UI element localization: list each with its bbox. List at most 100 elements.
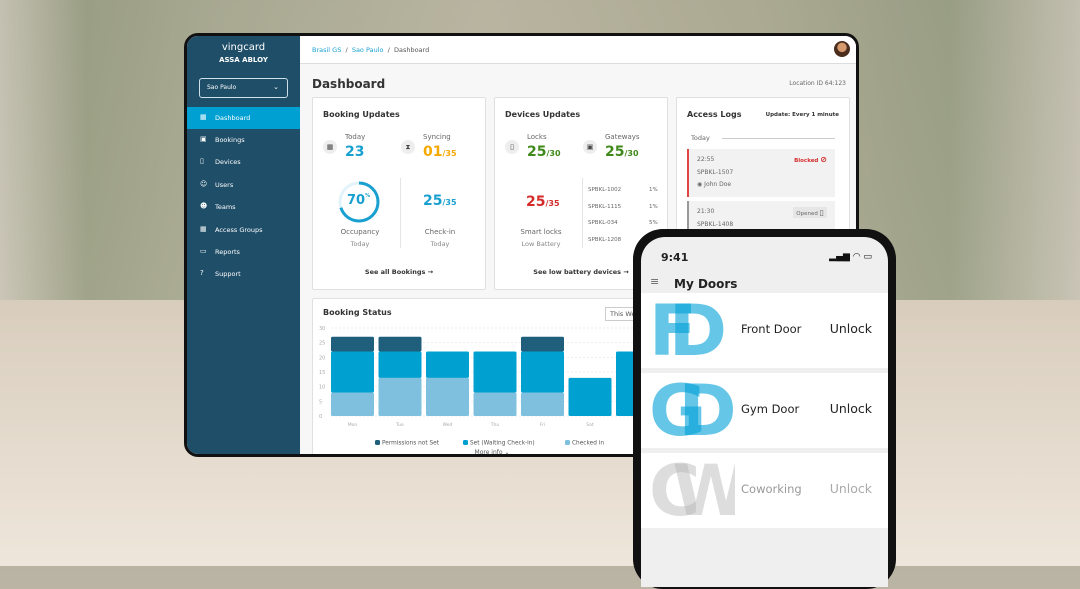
bar-segment	[378, 351, 422, 378]
access-groups-icon: ▦	[200, 225, 207, 233]
menu-icon[interactable]: ≡	[650, 275, 660, 288]
today-label: Today	[345, 133, 366, 141]
y-tick-label: 5	[319, 399, 322, 405]
x-tick-label: Wed	[443, 422, 453, 428]
legend-label: Permissions not Set	[382, 441, 440, 447]
sidebar-item-label: Devices	[215, 158, 241, 166]
screen-title: My Doors	[674, 277, 738, 291]
checkin-sub: Today	[430, 240, 450, 248]
sidebar-item-support[interactable]: ? Support	[187, 263, 300, 285]
update-interval: Update: Every 1 minute	[765, 112, 839, 118]
y-tick-label: 10	[319, 385, 325, 391]
door-icon: ▯	[200, 157, 204, 165]
grid-icon: ▦	[200, 113, 207, 121]
phone-screen: 9:41 ▂▄▆ ◠ ▭ ≡ My Doors FD Front Door Un…	[641, 237, 888, 587]
breadcrumb-current: Dashboard	[393, 46, 430, 54]
occupancy-sub: Today	[350, 240, 370, 248]
occupancy-label: Occupancy	[340, 228, 380, 236]
sidebar-item-label: Bookings	[215, 136, 245, 144]
sidebar-item-reports[interactable]: ▭ Reports	[187, 241, 300, 263]
unlock-button[interactable]: Unlock	[829, 481, 872, 496]
breadcrumb: Brasil GS / Sao Paulo / Dashboard	[300, 36, 856, 64]
bar-segment	[521, 392, 564, 416]
bar-segment	[426, 351, 469, 378]
unlock-button[interactable]: Unlock	[829, 321, 872, 336]
breadcrumb-link[interactable]: Sao Paulo	[351, 46, 384, 54]
card-title: Booking Status	[323, 308, 392, 317]
door-item[interactable]: GD Gym Door Unlock	[641, 373, 888, 448]
avatar[interactable]	[834, 41, 850, 57]
help-icon: ?	[200, 269, 204, 277]
log-device: SPBKL-1507	[697, 169, 734, 176]
smart-locks-sub: Low Battery	[521, 240, 561, 248]
location-value: Sao Paulo	[207, 84, 237, 91]
hourglass-icon: ⧗	[401, 140, 415, 154]
checkin-total: /35	[442, 198, 457, 207]
bar-segment	[378, 377, 422, 416]
syncing-total: /35	[442, 149, 457, 158]
battery-device-id: SPBKL-1002	[588, 187, 622, 193]
sidebar-item-users[interactable]: ☺ Users	[187, 174, 300, 196]
today-value: 23	[345, 144, 365, 160]
checkin-value: 25	[423, 193, 443, 209]
door-name: Gym Door	[741, 402, 800, 416]
legend-label: Checked in	[572, 441, 604, 447]
calendar-icon: ▣	[200, 135, 207, 143]
sidebar-item-dashboard[interactable]: ▦ Dashboard	[187, 107, 300, 129]
door-item-disabled[interactable]: CW Coworking Unlock	[641, 453, 888, 528]
sidebar-item-access-groups[interactable]: ▦ Access Groups	[187, 219, 300, 241]
card-title: Devices Updates	[505, 110, 581, 119]
battery-pct: 1%	[649, 204, 658, 210]
door-open-icon: ▯	[819, 208, 824, 217]
x-tick-label: Sat	[586, 422, 594, 428]
breadcrumb-link[interactable]: Brasil GS	[312, 46, 342, 54]
team-icon: ☻	[200, 202, 208, 210]
occupancy-ring	[338, 181, 380, 223]
locks-total: /30	[546, 149, 561, 158]
log-device: SPBKL-1408	[697, 221, 734, 228]
bar-segment	[331, 392, 374, 416]
see-low-battery-link[interactable]: See low battery devices →	[533, 268, 629, 276]
booking-status-chart: 051015202530MonTueWedThuFriSatSunPermiss…	[319, 326, 673, 447]
bar-segment	[378, 336, 422, 352]
blocked-icon: ⊘	[820, 155, 827, 164]
y-tick-label: 15	[319, 370, 325, 376]
occupancy-value: 70	[347, 193, 366, 208]
bar-segment	[473, 351, 517, 393]
sidebar-item-label: Reports	[215, 248, 240, 256]
bar-segment	[521, 351, 564, 393]
logo-sub: ASSA ABLOY	[219, 56, 268, 64]
sidebar-item-devices[interactable]: ▯ Devices	[187, 151, 300, 173]
user-icon: ☺	[200, 180, 208, 188]
sidebar-item-bookings[interactable]: ▣ Bookings	[187, 129, 300, 151]
sidebar: vingcard ASSA ABLOY Sao Paulo ⌄ ▦ Dashboar…	[187, 36, 300, 454]
bar-segment	[331, 351, 374, 393]
divider	[582, 178, 583, 248]
status-time: 9:41	[661, 251, 689, 264]
y-tick-label: 20	[319, 355, 325, 361]
more-info-link[interactable]: More info ⌄	[474, 449, 510, 456]
log-user: John Doe	[704, 181, 732, 188]
sidebar-item-label: Users	[215, 181, 234, 189]
battery-device-id: SPBKL-034	[588, 220, 618, 226]
battery-pct: 1%	[649, 187, 658, 193]
locks-label: Locks	[527, 133, 547, 141]
x-tick-label: Thu	[490, 422, 500, 428]
log-status: Blocked	[794, 158, 819, 164]
door-name: Front Door	[741, 322, 802, 336]
unlock-button[interactable]: Unlock	[829, 401, 872, 416]
gateways-value: 25	[605, 144, 625, 160]
see-all-bookings-link[interactable]: See all Bookings →	[364, 268, 434, 276]
calendar-icon: ▦	[323, 140, 337, 154]
sidebar-item-label: Dashboard	[215, 114, 251, 122]
log-time: 22:55	[697, 156, 715, 163]
sidebar-item-teams[interactable]: ☻ Teams	[187, 196, 300, 218]
log-entry[interactable]: 22:55 Blocked ⊘ SPBKL-1507 ◉ John Doe	[687, 149, 835, 197]
sidebar-item-label: Teams	[215, 203, 236, 211]
booking-updates-card: Booking Updates ▦ Today 23 ⧗ Syncing 01/…	[312, 97, 486, 290]
phone-mockup: 9:41 ▂▄▆ ◠ ▭ ≡ My Doors FD Front Door Un…	[633, 229, 896, 589]
location-select[interactable]: Sao Paulo ⌄	[199, 78, 288, 98]
door-item[interactable]: FD Front Door Unlock	[641, 293, 888, 368]
lock-icon: ▯	[505, 140, 519, 154]
syncing-label: Syncing	[423, 133, 451, 141]
